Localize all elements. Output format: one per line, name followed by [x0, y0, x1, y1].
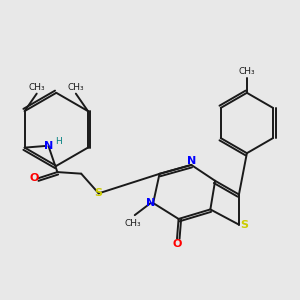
Text: H: H — [56, 137, 62, 146]
Text: S: S — [95, 188, 103, 198]
Text: CH₃: CH₃ — [125, 219, 142, 228]
Text: O: O — [29, 173, 38, 183]
Text: O: O — [172, 239, 182, 249]
Text: CH₃: CH₃ — [28, 83, 45, 92]
Text: N: N — [146, 198, 155, 208]
Text: N: N — [187, 156, 196, 166]
Text: N: N — [44, 141, 53, 151]
Text: CH₃: CH₃ — [238, 67, 255, 76]
Text: S: S — [241, 220, 249, 230]
Text: CH₃: CH₃ — [68, 83, 84, 92]
